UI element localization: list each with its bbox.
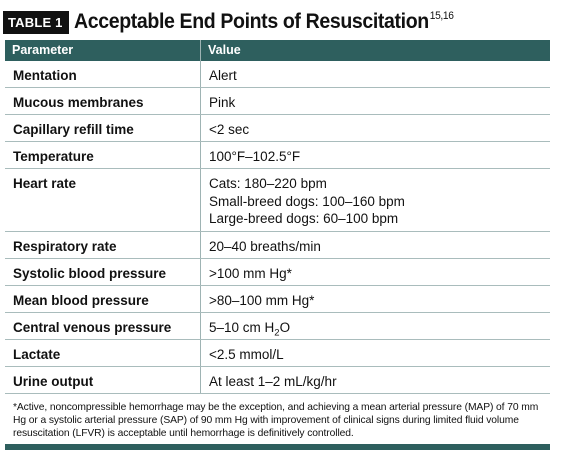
row-value: <2 sec	[200, 115, 550, 141]
table-row: Systolic blood pressure >100 mm Hg*	[5, 259, 550, 286]
table-row: Mentation Alert	[5, 61, 550, 88]
row-parameter: Central venous pressure	[13, 320, 172, 335]
row-value: Pink	[200, 88, 550, 114]
table-row: Mean blood pressure >80–100 mm Hg*	[5, 286, 550, 313]
table-number-badge: TABLE 1	[3, 10, 69, 34]
row-parameter: Capillary refill time	[13, 122, 134, 137]
row-parameter: Mean blood pressure	[13, 293, 149, 308]
table-row: Lactate <2.5 mmol/L	[5, 340, 550, 367]
row-parameter: Lactate	[13, 347, 61, 362]
row-parameter: Mentation	[13, 68, 77, 83]
table-bottom-rule	[5, 444, 550, 450]
row-parameter: Heart rate	[13, 176, 77, 191]
table-footnote: *Active, noncompressible hemorrhage may …	[13, 402, 539, 439]
table-header: Parameter Value	[5, 40, 550, 61]
table-row: Heart rate Cats: 180–220 bpm Small-breed…	[5, 169, 550, 232]
table-title-text: Acceptable End Points of Resuscitation	[73, 10, 429, 33]
row-value-prefix: 5–10 cm H	[209, 320, 275, 335]
row-value: <2.5 mmol/L	[200, 340, 550, 366]
row-value-suffix: O	[279, 320, 291, 335]
header-parameter: Parameter	[12, 43, 74, 57]
table-row: Temperature 100°F–102.5°F	[5, 142, 550, 169]
table-row: Mucous membranes Pink	[5, 88, 550, 115]
table-row: Respiratory rate 20–40 breaths/min	[5, 232, 550, 259]
row-value: Alert	[200, 61, 550, 87]
data-table: Parameter Value Mentation Alert Mucous m…	[5, 40, 550, 440]
table-title-refs: 15,16	[429, 10, 454, 22]
row-value: >80–100 mm Hg*	[200, 286, 550, 312]
row-value-line: Small-breed dogs: 100–160 bpm	[209, 193, 405, 209]
row-value-line: Large-breed dogs: 60–100 bpm	[209, 211, 399, 226]
table-row: Urine output At least 1–2 mL/kg/hr	[5, 367, 550, 394]
row-value: 100°F–102.5°F	[200, 142, 550, 168]
row-value: 5–10 cm H2O	[200, 313, 550, 339]
table-row: Central venous pressure 5–10 cm H2O	[5, 313, 550, 340]
row-parameter: Systolic blood pressure	[13, 266, 167, 281]
row-parameter: Urine output	[13, 374, 94, 389]
row-value: >100 mm Hg*	[200, 259, 550, 285]
row-value-subscript: 2	[274, 327, 280, 339]
table-title: Acceptable End Points of Resuscitation15…	[74, 10, 454, 34]
row-parameter: Respiratory rate	[13, 239, 117, 254]
row-value-line: Cats: 180–220 bpm	[209, 176, 327, 191]
table-row: Capillary refill time <2 sec	[5, 115, 550, 142]
row-parameter: Temperature	[13, 149, 94, 164]
header-value: Value	[200, 40, 550, 61]
table-title-bar: TABLE 1 Acceptable End Points of Resusci…	[3, 6, 482, 38]
row-value: At least 1–2 mL/kg/hr	[200, 367, 550, 393]
row-value: Cats: 180–220 bpm Small-breed dogs: 100–…	[200, 169, 550, 231]
row-parameter: Mucous membranes	[13, 95, 144, 110]
row-value: 20–40 breaths/min	[200, 232, 550, 258]
